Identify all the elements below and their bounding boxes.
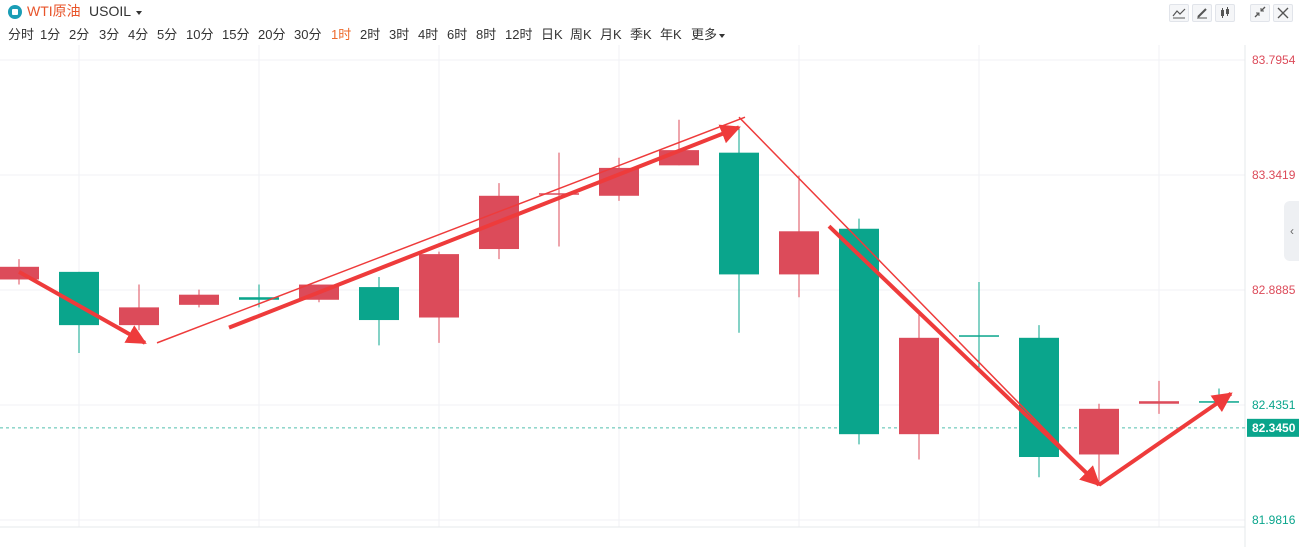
period-tab[interactable]: 分时 — [8, 27, 35, 42]
chart-line-icon[interactable] — [1169, 4, 1189, 22]
y-axis-tick-label: 83.7954 — [1252, 53, 1296, 67]
chevron-down-icon[interactable] — [136, 11, 142, 15]
trend-line — [156, 116, 746, 344]
period-tab[interactable]: 8时 — [476, 27, 497, 42]
period-tab[interactable]: 12时 — [505, 27, 533, 42]
period-tab[interactable]: 日K — [541, 27, 563, 42]
period-tab[interactable]: 年K — [660, 27, 682, 42]
candle-body — [1139, 401, 1179, 404]
candle-body — [959, 335, 999, 337]
current-price-label: 82.3450 — [1252, 421, 1296, 435]
period-tab[interactable]: 1时 — [331, 27, 352, 42]
period-tab[interactable]: 更多 — [691, 27, 718, 42]
period-tab[interactable]: 20分 — [258, 27, 286, 42]
chevron-down-icon[interactable] — [719, 34, 725, 38]
symbol-selector[interactable]: USOIL — [89, 3, 132, 19]
period-tab[interactable]: 3分 — [99, 27, 120, 42]
period-tab[interactable]: 月K — [600, 27, 622, 42]
trend-arrow — [827, 224, 1101, 487]
instrument-logo-icon — [8, 5, 22, 19]
period-tab[interactable]: 5分 — [157, 27, 178, 42]
shrink-icon[interactable] — [1250, 4, 1270, 22]
period-tab[interactable]: 6时 — [447, 27, 468, 42]
trend-line — [738, 116, 1100, 486]
y-axis-tick-label: 81.9816 — [1252, 513, 1296, 527]
period-tab[interactable]: 1分 — [40, 27, 61, 42]
pencil-icon[interactable] — [1192, 4, 1212, 22]
candle-body — [419, 254, 459, 318]
side-panel-toggle[interactable]: ‹ — [1284, 201, 1299, 261]
candle-body — [119, 307, 159, 326]
chart-canvas[interactable]: 83.7954 83.3419 82.8885 82.4351 81.9816 82.34… — [0, 45, 1299, 547]
period-tab[interactable]: 30分 — [294, 27, 322, 42]
period-tab[interactable]: 3时 — [389, 27, 410, 42]
trend-arrow — [228, 124, 741, 330]
y-axis-tick-label: 82.8885 — [1252, 283, 1296, 297]
candle-body — [239, 297, 279, 300]
y-axis-tick-label: 83.3419 — [1252, 168, 1296, 182]
candle-body — [779, 231, 819, 275]
period-tab[interactable]: 2时 — [360, 27, 381, 42]
candles-icon[interactable] — [1215, 4, 1235, 22]
period-tab[interactable]: 4分 — [128, 27, 149, 42]
candle-body — [1079, 408, 1119, 455]
period-tab[interactable]: 2分 — [69, 27, 90, 42]
current-price-tag — [1247, 418, 1299, 437]
chart-header: WTI原油 USOIL — [0, 0, 1299, 24]
period-tabs: 分时 1分 2分 3分 4分 5分 10分 15分 20分 30分 1时 2时 3时 4时 6时 8时 12时日… — [0, 26, 900, 44]
trend-arrow — [1097, 391, 1233, 487]
period-tab[interactable]: 10分 — [186, 27, 214, 42]
period-tab[interactable]: 4时 — [418, 27, 439, 42]
period-tab[interactable]: 季K — [630, 27, 652, 42]
candle-body — [179, 294, 219, 305]
instrument-title: WTI原油 — [27, 3, 81, 19]
candle-body — [719, 152, 759, 275]
candle-body — [359, 287, 399, 321]
candlestick-chart[interactable]: 83.7954 83.3419 82.8885 82.4351 81.9816 82.34… — [0, 45, 1299, 547]
candle-body — [539, 193, 579, 195]
close-icon[interactable] — [1273, 4, 1293, 22]
trend-arrow — [18, 270, 147, 345]
candle-body — [839, 228, 879, 435]
candle-body — [899, 337, 939, 435]
period-tab[interactable]: 周K — [570, 27, 592, 42]
chevron-left-icon[interactable]: ‹ — [1290, 224, 1294, 238]
period-tab[interactable]: 15分 — [222, 27, 250, 42]
y-axis-tick-label: 82.4351 — [1252, 398, 1296, 412]
